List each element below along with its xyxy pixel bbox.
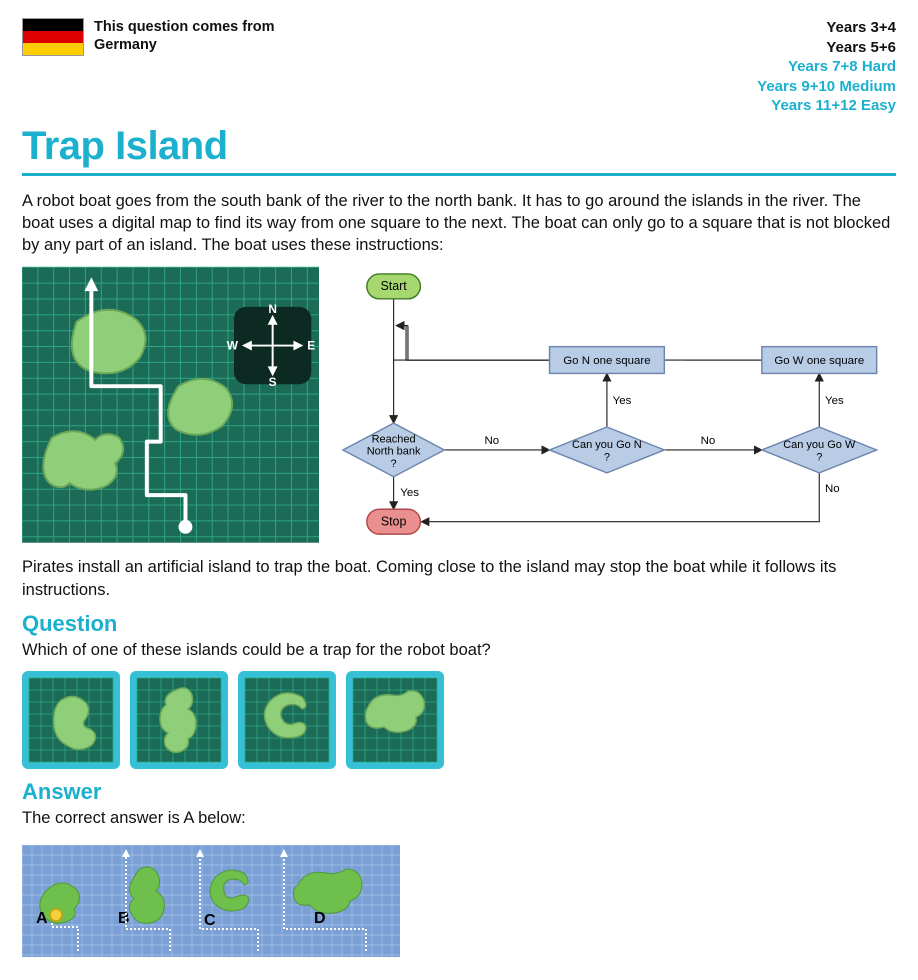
answer-label-d: D (314, 910, 326, 927)
option-d[interactable] (346, 671, 444, 769)
node-stop: Stop (381, 515, 407, 529)
node-start: Start (381, 280, 408, 294)
origin-block: This question comes from Germany (22, 18, 274, 56)
answer-text: The correct answer is A below: (22, 807, 896, 829)
node-canN-l1: Can you Go N (572, 439, 642, 451)
flag-germany (22, 18, 84, 56)
option-b[interactable] (130, 671, 228, 769)
answer-label-a: A (36, 910, 48, 927)
lbl-canW-yes: Yes (825, 395, 844, 407)
year-1112: Years 11+12 Easy (757, 96, 896, 116)
answer-diagram: A B C D (22, 845, 400, 957)
title-rule (22, 173, 896, 176)
header: This question comes from Germany Years 3… (22, 18, 896, 116)
years-block: Years 3+4 Years 5+6 Years 7+8 Hard Years… (757, 18, 896, 116)
year-56: Years 5+6 (757, 38, 896, 58)
origin-line1: This question comes from (94, 18, 274, 36)
node-goW: Go W one square (775, 355, 865, 367)
question-heading: Question (22, 611, 896, 637)
year-34: Years 3+4 (757, 18, 896, 38)
year-910: Years 9+10 Medium (757, 77, 896, 97)
page-title: Trap Island (22, 124, 896, 169)
lbl-canN-no: No (701, 436, 716, 448)
origin-line2: Germany (94, 36, 274, 54)
answer-heading: Answer (22, 779, 896, 805)
node-reached-l2: North bank (367, 446, 421, 458)
compass-e: E (307, 339, 315, 353)
lbl-reached-no: No (485, 436, 500, 448)
node-goN: Go N one square (563, 355, 650, 367)
node-canW-l2: ? (816, 452, 822, 464)
answer-label-b: B (118, 910, 130, 927)
question-text: Which of one of these islands could be a… (22, 639, 896, 661)
illustration-row: N S W E (22, 266, 896, 544)
lbl-canW-no: No (825, 483, 840, 495)
node-canW-l1: Can you Go W (783, 439, 856, 451)
option-a[interactable] (22, 671, 120, 769)
compass-w: W (227, 339, 239, 353)
compass-n: N (268, 302, 277, 316)
map-diagram: N S W E (22, 266, 319, 544)
year-78: Years 7+8 Hard (757, 57, 896, 77)
flowchart: Start Stop Reached North bank ? Can you … (341, 266, 896, 544)
option-c[interactable] (238, 671, 336, 769)
intro-paragraph: A robot boat goes from the south bank of… (22, 190, 896, 257)
node-canN-l2: ? (604, 452, 610, 464)
node-reached-l3: ? (391, 458, 397, 470)
origin-text: This question comes from Germany (94, 18, 274, 54)
pirates-paragraph: Pirates install an artificial island to … (22, 556, 896, 601)
options-row (22, 671, 896, 769)
compass-s: S (269, 375, 277, 389)
node-reached-l1: Reached (372, 434, 416, 446)
lbl-canN-yes: Yes (613, 395, 632, 407)
answer-label-c: C (204, 912, 216, 929)
lbl-reached-yes: Yes (401, 487, 420, 499)
